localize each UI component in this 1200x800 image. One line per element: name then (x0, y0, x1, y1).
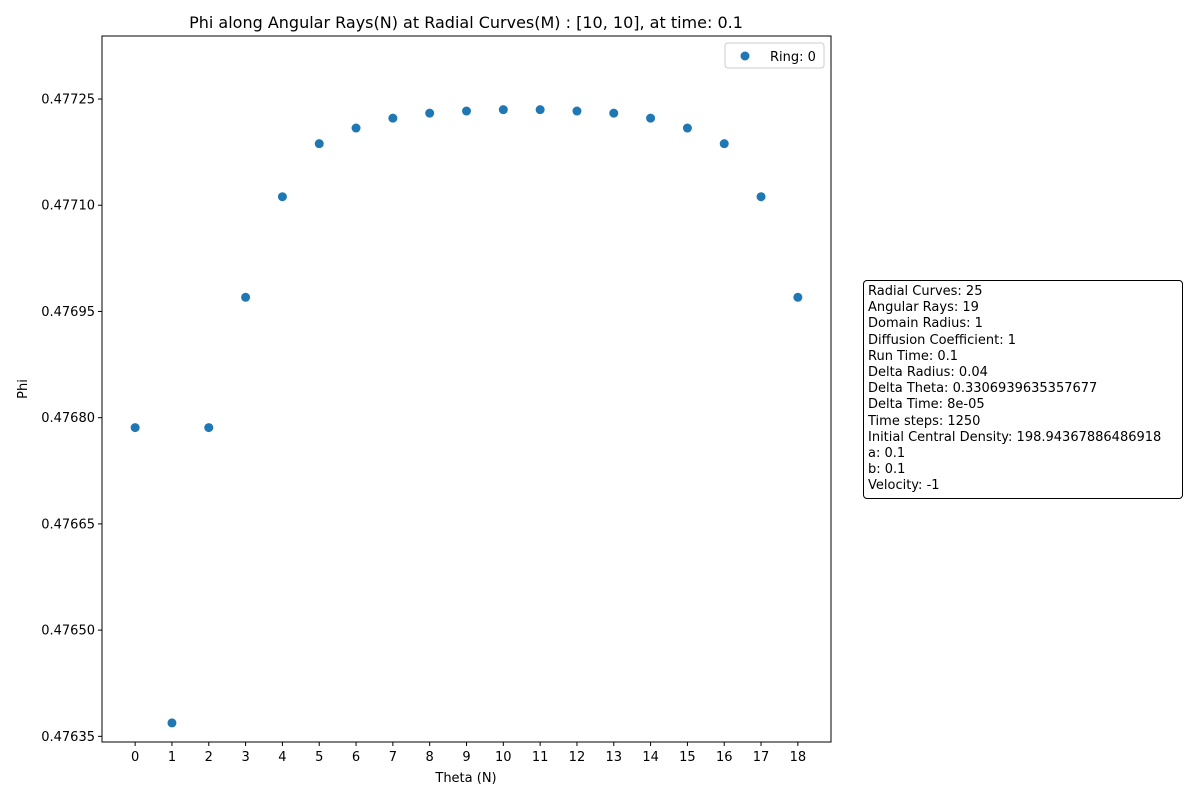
x-tick-label: 1 (168, 750, 176, 765)
data-point (609, 108, 619, 118)
info-line: Diffusion Coefficient: 1 (868, 332, 1017, 348)
data-point (572, 106, 582, 116)
x-axis-ticks: 0 1 2 3 4 5 6 7 8 9 10 11 12 13 14 15 16 17 18 (131, 742, 806, 765)
legend: Ring: 0 (724, 42, 825, 69)
x-tick-label: 15 (679, 750, 696, 765)
info-line: b: 0.1 (868, 462, 906, 478)
legend-label: Ring: 0 (770, 50, 816, 65)
x-tick-label: 10 (495, 750, 512, 765)
data-point (277, 192, 287, 202)
x-tick-label: 0 (131, 750, 139, 765)
x-tick-label: 3 (241, 750, 249, 765)
y-tick-label: 0.47680 (41, 411, 95, 426)
plot-area (102, 36, 831, 742)
x-tick-label: 11 (532, 750, 549, 765)
data-point (498, 105, 508, 115)
info-line: Time steps: 1250 (868, 413, 981, 429)
y-tick-label: 0.47650 (41, 624, 95, 639)
data-point (793, 292, 803, 302)
data-point (756, 192, 766, 202)
chart-title: Phi along Angular Rays(N) at Radial Curv… (189, 13, 743, 32)
y-tick-label: 0.47695 (41, 305, 95, 320)
data-point (241, 292, 251, 302)
plot-frame (101, 35, 832, 743)
data-point (682, 123, 692, 133)
data-point (388, 113, 398, 123)
data-point (314, 139, 324, 149)
data-point (719, 139, 729, 149)
y-axis-ticks: 0.47635 0.47650 0.47665 0.47680 0.47695 0.477… (41, 93, 102, 745)
y-axis-label: Phi (16, 379, 31, 399)
info-line: Initial Central Density: 198.94367886486… (868, 429, 1162, 445)
info-line: Delta Radius: 0.04 (868, 365, 988, 381)
info-line: Domain Radius: 1 (868, 316, 983, 332)
y-tick-label: 0.47725 (41, 93, 95, 108)
info-line: Run Time: 0.1 (868, 348, 959, 364)
data-point (351, 123, 361, 133)
legend-marker (740, 51, 750, 61)
data-points (130, 105, 803, 728)
x-tick-label: 6 (352, 750, 360, 765)
x-tick-label: 12 (569, 750, 586, 765)
data-point (167, 718, 177, 728)
x-tick-label: 14 (642, 750, 659, 765)
data-point (462, 106, 471, 116)
info-line: Delta Theta: 0.3306939635357677 (868, 381, 1098, 397)
y-tick-label: 0.47665 (41, 517, 95, 532)
y-tick-label: 0.47710 (41, 199, 95, 214)
info-line: Velocity: -1 (868, 478, 940, 494)
info-line: Angular Rays: 19 (868, 300, 979, 316)
data-point (535, 105, 545, 115)
data-point (130, 423, 140, 433)
info-line: a: 0.1 (868, 446, 906, 462)
x-tick-label: 5 (315, 750, 323, 765)
info-line: Delta Time: 8e-05 (868, 397, 985, 413)
x-tick-label: 2 (205, 750, 213, 765)
data-point (204, 423, 214, 433)
info-line: Radial Curves: 25 (868, 284, 983, 299)
x-tick-label: 17 (753, 750, 770, 765)
x-tick-label: 18 (790, 750, 807, 765)
data-point (425, 108, 435, 118)
x-axis-label: Theta (N) (434, 771, 496, 786)
x-tick-label: 13 (605, 750, 622, 765)
x-tick-label: 9 (462, 750, 470, 765)
data-point (646, 113, 656, 123)
parameters-info-box: Radial Curves: 25 Angular Rays: 19 Domain … (863, 280, 1183, 499)
y-tick-label: 0.47635 (41, 730, 95, 745)
x-tick-label: 8 (426, 750, 434, 765)
legend-frame (724, 42, 825, 69)
x-tick-label: 7 (389, 750, 397, 765)
x-tick-label: 16 (716, 750, 733, 765)
x-tick-label: 4 (278, 750, 286, 765)
